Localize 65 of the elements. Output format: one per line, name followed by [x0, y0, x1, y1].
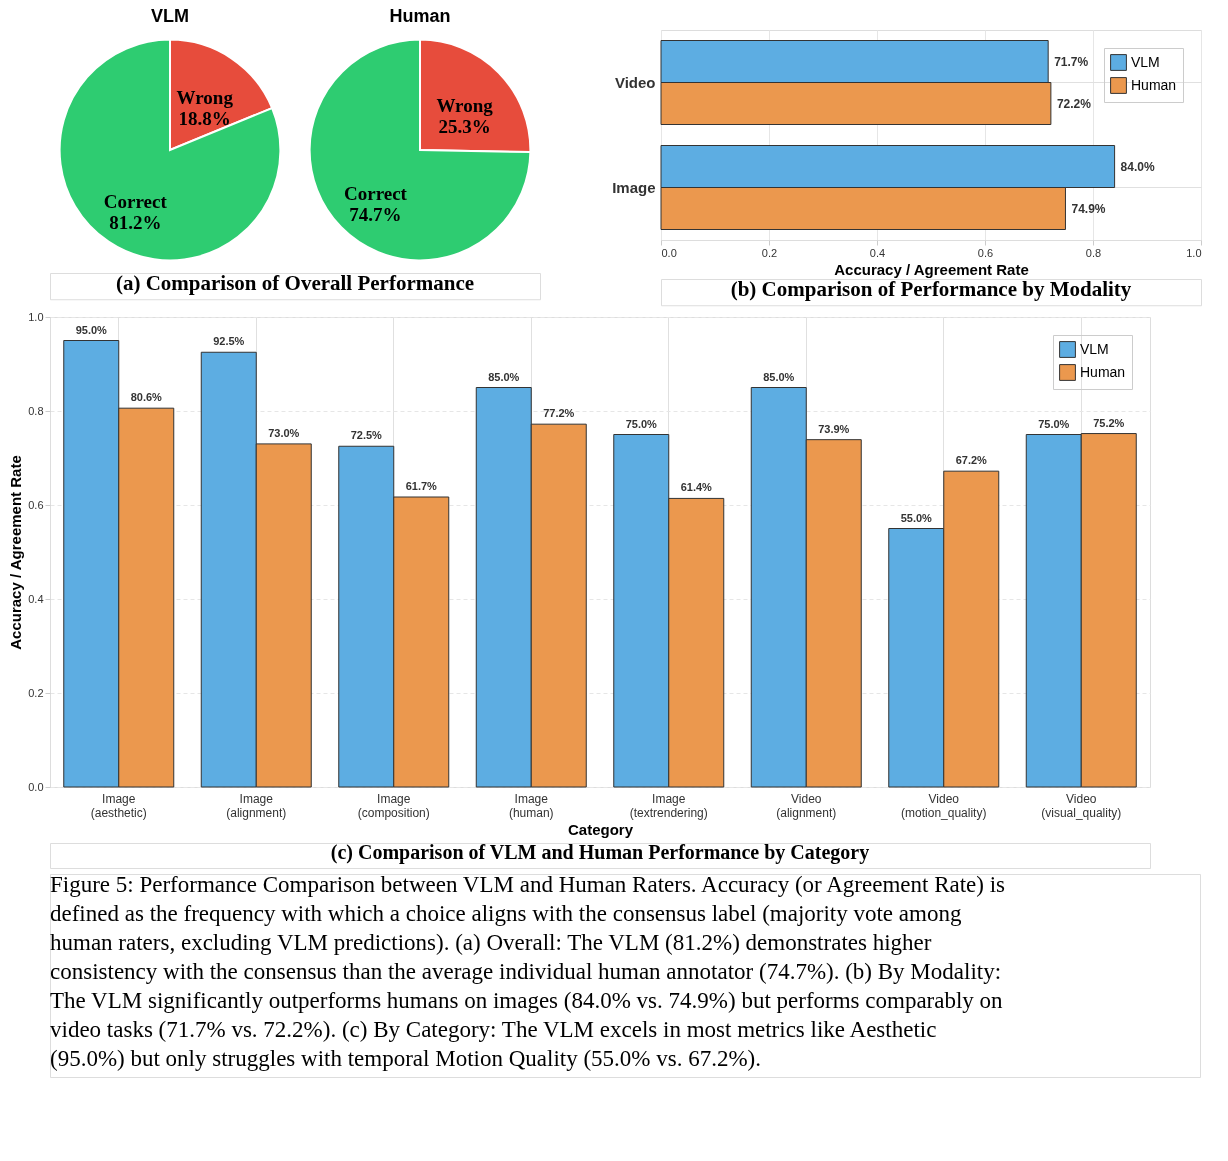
legend-label: VLM — [1080, 340, 1109, 357]
x-axis-title: Category — [567, 820, 634, 838]
data-label: 95.0% — [75, 323, 108, 336]
data-label: 81.2% — [109, 211, 162, 233]
slice-label: Correct — [103, 190, 168, 212]
data-label: 18.8% — [178, 108, 231, 130]
x-tick-label: 1.0 — [1186, 246, 1202, 259]
pie-slice — [58, 38, 282, 262]
y-tick-label: 0.6 — [28, 498, 44, 511]
x-tick-label: Image (alignment) — [226, 791, 287, 820]
data-label: 25.3% — [438, 116, 491, 138]
slice-label: Wrong — [176, 87, 234, 109]
slice-label: Correct — [343, 182, 408, 204]
chart-title: VLM — [151, 6, 189, 26]
y-tick-label: 0.0 — [28, 780, 44, 793]
data-label: 72.5% — [350, 429, 383, 442]
data-label: 55.0% — [900, 511, 933, 524]
y-tick-label: 1.0 — [28, 310, 44, 323]
data-label: 74.9% — [1071, 201, 1106, 216]
y-tick-label: 0.2 — [28, 686, 44, 699]
y-tick-label: 0.4 — [28, 592, 44, 605]
data-label: 84.0% — [1120, 159, 1155, 174]
text: (a) Comparison of Overall Performance — [115, 271, 475, 295]
y-tick-label: Image — [612, 178, 656, 196]
x-tick-label: Video (motion_quality) — [901, 791, 987, 820]
x-tick-label: 0.0 — [661, 246, 677, 259]
data-label: 73.9% — [818, 422, 850, 435]
data-label: 73.0% — [268, 426, 300, 439]
data-label: 92.5% — [213, 335, 245, 348]
data-label: 75.0% — [625, 417, 658, 430]
x-tick-label: 0.6 — [977, 246, 994, 259]
data-label: 71.7% — [1054, 54, 1089, 69]
x-axis-title: Accuracy / Agreement Rate — [834, 260, 1029, 278]
data-label: 74.7% — [349, 203, 402, 225]
x-tick-label: 0.4 — [869, 246, 886, 259]
x-tick-label: Image (human) — [508, 791, 554, 820]
x-tick-label: Video (alignment) — [776, 791, 837, 820]
data-label: 75.0% — [1038, 417, 1070, 430]
legend-label: VLM — [1131, 53, 1160, 70]
x-tick-label: 0.2 — [761, 246, 778, 259]
caption: Figure 5: Performance Comparison between VLM and Human Raters. Accuracy (or Agreement Rate) is defined as the frequency with which a choice aligns with the consensus label (majority vote among human raters, excluding VLM predictions). (a) Overall: The VLM (81.2%) demonstrates higher consistency with the consensus than the average individual human annotator (74.7%). (b) By Modality: The VLM significantly outperforms humans on images (84.0% vs. 74.9%) but performs comparably on video tasks (71.7% vs. 72.2%). (c) By Category: The VLM excels in most metrics like Aesthetic (95.0%) but only struggles with temporal Motion Quality (55.0% vs. 67.2%). — [50, 872, 1006, 1071]
x-tick-label: Video (visual_quality) — [1041, 791, 1122, 820]
data-label: 61.7% — [405, 480, 438, 493]
pie-slice — [308, 38, 532, 262]
data-label: 85.0% — [488, 370, 520, 383]
data-label: 85.0% — [763, 370, 795, 383]
text: (b) Comparison of Performance by Modality — [730, 277, 1132, 301]
chart-title: Human — [389, 6, 451, 26]
legend-label: Human — [1080, 363, 1126, 380]
y-tick-label: Video — [614, 73, 656, 91]
data-label: 80.6% — [130, 391, 163, 404]
x-tick-label: Image (composition) — [357, 791, 430, 820]
data-label: 72.2% — [1056, 96, 1092, 111]
x-tick-label: Image (textrendering) — [629, 791, 708, 820]
data-label: 67.2% — [955, 454, 988, 467]
x-tick-label: 0.8 — [1085, 246, 1102, 259]
y-axis-title: Accuracy / Agreement Rate — [7, 455, 25, 650]
data-label: 77.2% — [543, 407, 575, 420]
data-label: 61.4% — [680, 481, 713, 494]
x-tick-label: Image (aesthetic) — [90, 791, 147, 820]
y-tick-label: 0.8 — [28, 404, 44, 417]
data-label: 75.2% — [1093, 416, 1125, 429]
slice-label: Wrong — [436, 95, 494, 117]
legend-label: Human — [1131, 76, 1177, 93]
text: (c) Comparison of VLM and Human Performance by Category — [330, 841, 870, 864]
